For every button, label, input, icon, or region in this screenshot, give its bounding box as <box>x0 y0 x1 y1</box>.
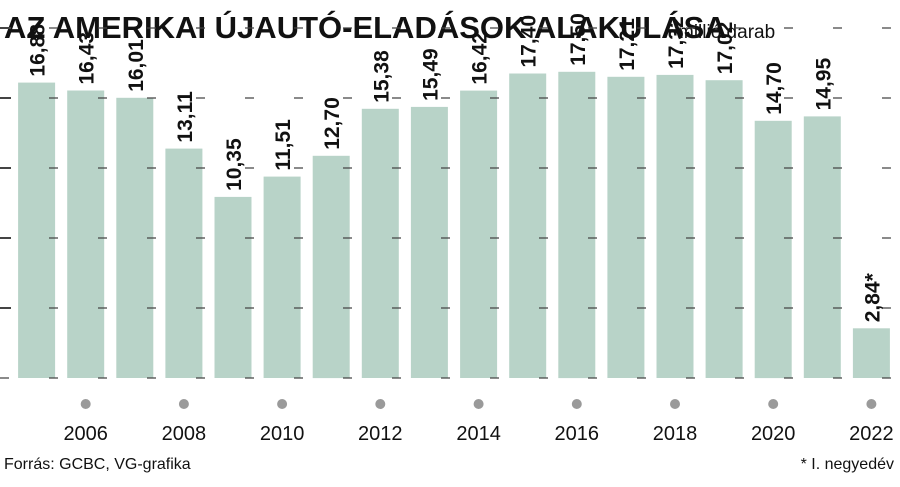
value-label-2014: 16,42 <box>469 32 492 85</box>
source-note: Forrás: GCBC, VG-grafika <box>4 456 191 473</box>
value-label-2019: 17,02 <box>714 22 737 75</box>
x-tick-dot <box>866 399 877 409</box>
bar-2012 <box>361 108 399 379</box>
x-tick-label-2006: 2006 <box>63 423 108 445</box>
x-tick-dot <box>670 399 680 409</box>
value-label-2020: 14,70 <box>763 62 786 115</box>
x-tick-dot <box>473 399 484 409</box>
value-label-2008: 13,11 <box>174 91 197 143</box>
bar-2015 <box>509 73 547 378</box>
bar-2005 <box>18 82 56 378</box>
bar-2011 <box>312 155 350 379</box>
x-tick-label-2022: 2022 <box>849 423 894 445</box>
bar-2014 <box>460 90 498 378</box>
x-tick-label-2014: 2014 <box>456 423 501 445</box>
bar-2021 <box>803 116 841 379</box>
value-label-2010: 11,51 <box>272 119 295 171</box>
value-label-2005: 16,88 <box>27 24 50 77</box>
chart-title: AZ AMERIKAI ÚJAUTÓ-ELADÁSOK ALAKULÁSA <box>4 9 727 45</box>
x-tick-dot <box>277 399 288 409</box>
x-tick-dot <box>375 399 386 409</box>
x-tick-label-2010: 2010 <box>260 423 305 445</box>
bar-2009 <box>214 196 252 378</box>
x-tick-label-2008: 2008 <box>162 423 207 445</box>
bar-2017 <box>607 76 645 379</box>
bar-2019 <box>705 80 743 378</box>
value-label-2013: 15,49 <box>419 48 442 101</box>
footnote: * I. negyedév <box>800 456 894 473</box>
plot-area: 16,88 16,43 16,01 13,11 10,35 11,51 12,70 15,38… <box>0 13 896 445</box>
value-label-2011: 12,70 <box>321 97 344 150</box>
bar-2020 <box>754 120 792 379</box>
value-label-2018: 17,32 <box>665 16 688 69</box>
value-label-2006: 16,43 <box>76 32 99 85</box>
value-label-2017: 17,21 <box>616 18 639 71</box>
x-tick-label-2020: 2020 <box>751 423 796 445</box>
bar-2018 <box>656 74 694 379</box>
value-label-2015: 17,40 <box>518 15 541 68</box>
x-tick-label-2016: 2016 <box>555 423 600 445</box>
x-tick-label-2018: 2018 <box>653 423 698 445</box>
bar-2010 <box>263 176 301 378</box>
x-tick-dot <box>571 399 582 409</box>
bar-2013 <box>410 106 448 379</box>
value-label-2009: 10,35 <box>223 138 246 191</box>
bar-2006 <box>67 90 105 378</box>
bar-2022 <box>852 328 890 378</box>
x-tick-dot <box>178 399 189 409</box>
value-label-2021: 14,95 <box>812 58 835 111</box>
value-label-2012: 15,38 <box>370 50 393 103</box>
value-label-2016: 17,50 <box>567 13 590 66</box>
x-tick-label-2012: 2012 <box>358 423 403 445</box>
x-tick-dot <box>80 399 91 409</box>
value-label-2022: 2,84* <box>861 272 884 322</box>
x-tick-dot <box>768 399 779 409</box>
value-label-2007: 16,01 <box>125 39 148 92</box>
bar-2008 <box>165 148 203 378</box>
unit-label: millió darab <box>678 22 775 43</box>
bar-2016 <box>558 71 596 379</box>
